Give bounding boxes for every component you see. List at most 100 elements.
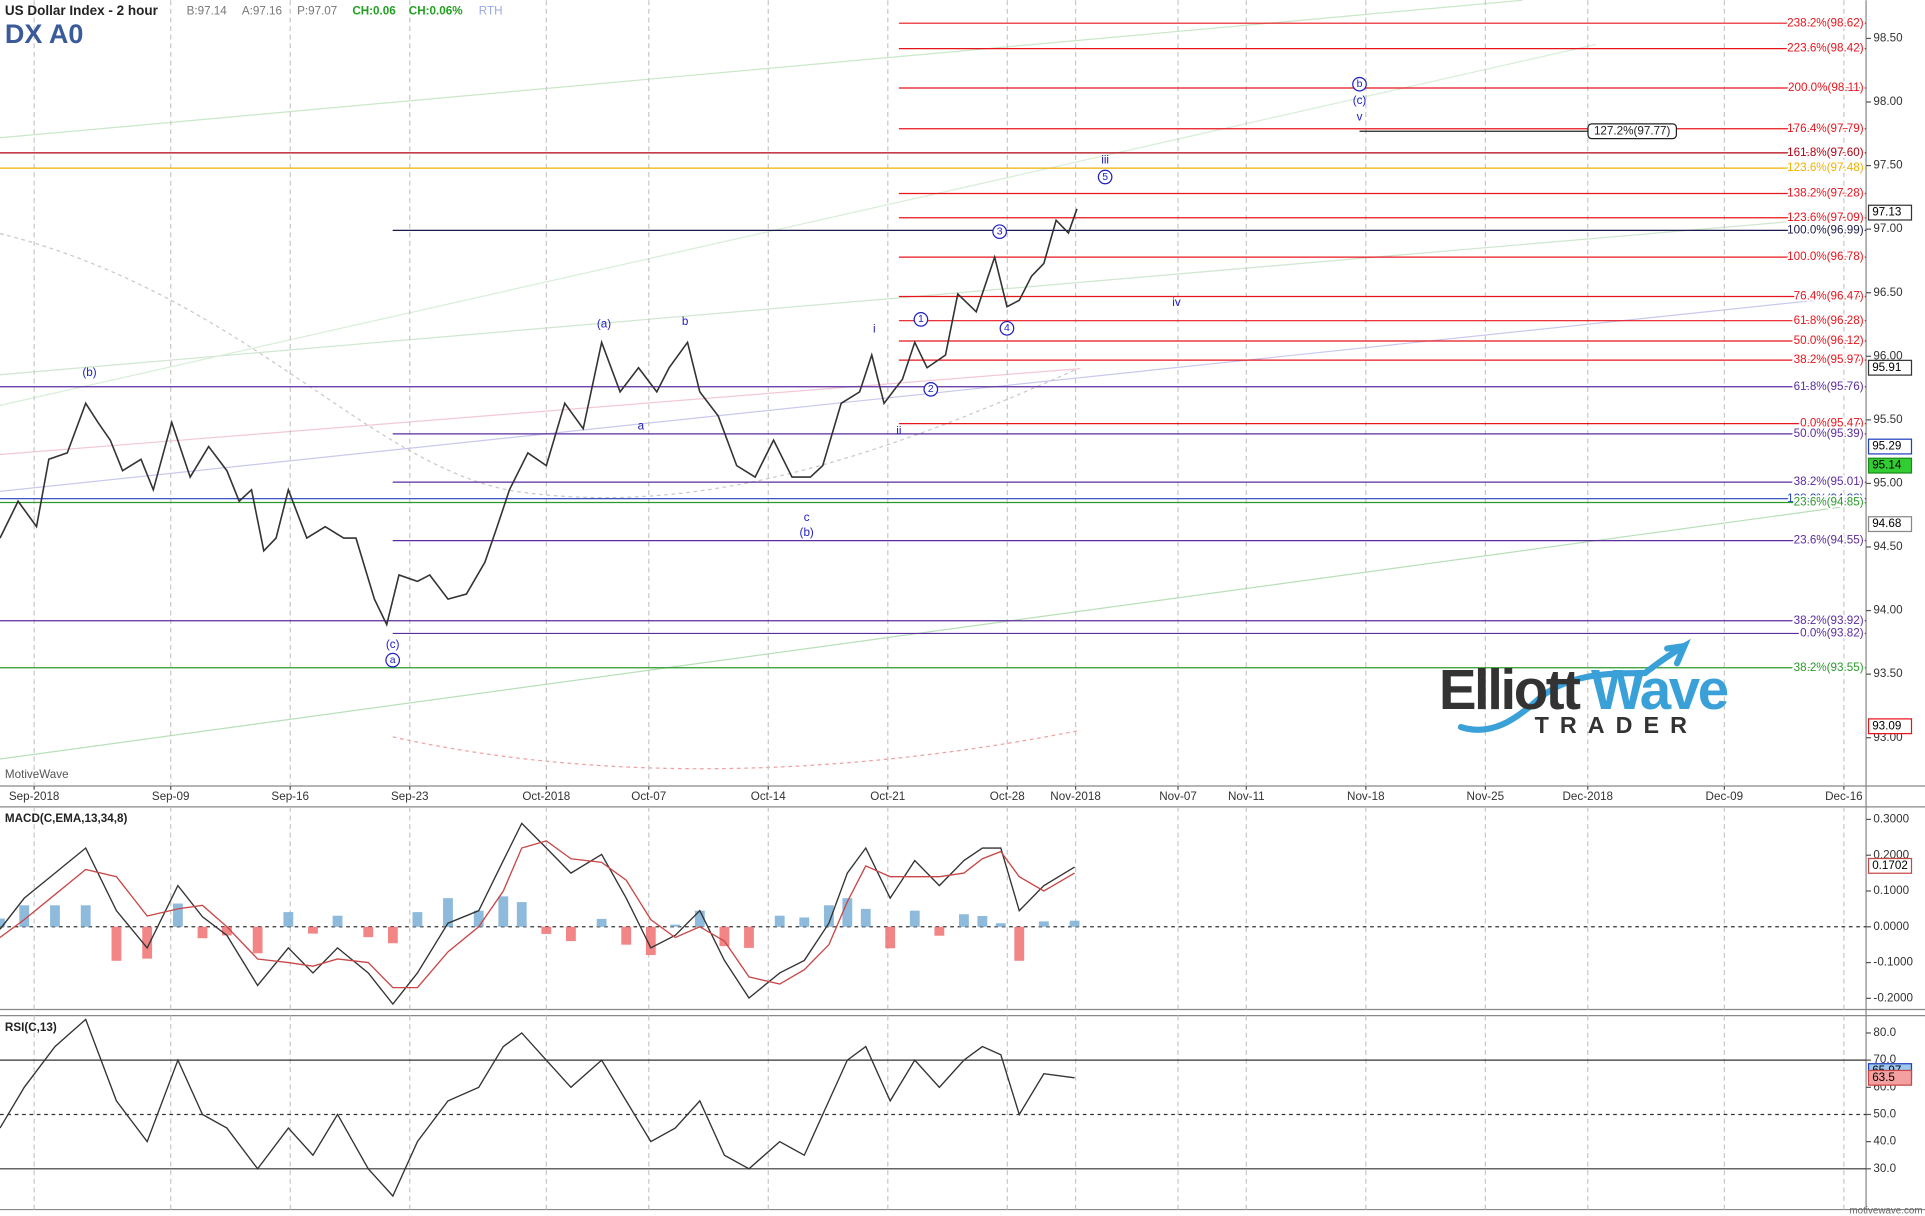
logo-subtext: TRADER: [1535, 712, 1698, 738]
fib-level-label: 50.0%(96.12): [1794, 334, 1864, 347]
histogram-bar: [959, 914, 969, 927]
histogram-bar: [473, 910, 484, 927]
wave-circle: [913, 312, 929, 327]
histogram-bar: [774, 915, 785, 927]
wave-label: b: [1357, 79, 1363, 90]
trend-line: [0, 214, 1867, 376]
wave-label: iv: [1172, 296, 1181, 309]
moving-average: [392, 730, 1079, 770]
x-tick-label: Oct-28: [990, 790, 1025, 803]
wave-label: a: [390, 655, 396, 666]
session: RTH: [479, 4, 503, 17]
change: CH:0.06: [352, 4, 396, 17]
histogram-bar: [50, 905, 60, 927]
logo-text: Wave: [1591, 658, 1728, 721]
y-tick-label: 98.50: [1873, 32, 1903, 45]
fib-level-label: 123.6%(97.09): [1787, 211, 1864, 224]
x-tick-label: Dec-16: [1825, 790, 1863, 803]
wave-label: (b): [800, 526, 814, 539]
histogram-bar: [1038, 921, 1049, 927]
wave-label: b: [682, 315, 688, 328]
y-tick-label: -0.1000: [1873, 956, 1913, 969]
trend-line: [0, 503, 1867, 760]
x-tick-label: Sep-09: [152, 790, 190, 803]
histogram-bar: [252, 926, 263, 954]
wave-label: 1: [918, 314, 924, 325]
price-tag: [1867, 359, 1913, 376]
annotation-label: 127.2%(97.77): [1594, 124, 1671, 137]
y-tick-label: 93.50: [1873, 667, 1903, 680]
fib-level-label: 23.6%(94.55): [1794, 534, 1864, 547]
fib-level-label: 61.8%(95.76): [1794, 380, 1864, 393]
price-tag: [1867, 857, 1913, 874]
histogram-bar: [498, 896, 509, 927]
y-tick-label: 0.1000: [1873, 884, 1909, 897]
fib-level-label: 238.2%(98.62): [1787, 16, 1864, 29]
histogram-bar: [842, 898, 853, 927]
histogram-bar: [995, 923, 1006, 927]
fib-level-label: 100.0%(96.78): [1787, 250, 1864, 263]
histogram-bar: [977, 916, 988, 927]
histogram-bar: [719, 926, 730, 947]
x-tick-label: Nov-2018: [1050, 790, 1101, 803]
histogram-bar: [332, 915, 343, 927]
histogram-bar: [283, 912, 294, 927]
histogram-bar: [308, 926, 318, 934]
y-tick-label: 94.00: [1873, 604, 1903, 617]
fib-level-label: 38.2%(93.92): [1794, 614, 1864, 627]
price-tag-label: 93.09: [1872, 719, 1901, 732]
change-percent: CH:0.06%: [409, 4, 463, 17]
price-line: [0, 208, 1078, 627]
price-tag: [1867, 457, 1913, 474]
fib-level-label: 38.2%(93.55): [1794, 661, 1864, 674]
watermark: MotiveWave: [5, 768, 69, 781]
x-tick-label: Nov-07: [1159, 790, 1197, 803]
histogram-bar: [621, 926, 632, 945]
y-tick-label: 40.0: [1873, 1135, 1896, 1148]
price-tag-label: 94.68: [1872, 517, 1901, 530]
x-tick-label: Nov-25: [1467, 790, 1505, 803]
wave-label: i: [873, 323, 876, 336]
macd-line: [0, 840, 1075, 989]
y-tick-label: 96.50: [1873, 286, 1903, 299]
x-tick-label: Oct-2018: [522, 790, 570, 803]
histogram-bar: [934, 926, 945, 936]
wave-label: 4: [1004, 323, 1010, 334]
x-tick-label: Sep-2018: [9, 790, 60, 803]
histogram-bar: [541, 926, 552, 934]
histogram-bar: [197, 926, 208, 939]
y-tick-label: 95.50: [1873, 413, 1903, 426]
x-tick-label: Sep-23: [391, 790, 429, 803]
wave-label: c: [804, 511, 810, 524]
last-price: P:97.07: [297, 4, 337, 17]
header: US Dollar Index - 2 hour B:97.14 A:97.16…: [5, 3, 1923, 1216]
wave-label: (b): [82, 366, 96, 379]
bid: B:97.14: [187, 4, 228, 17]
histogram-bar: [823, 905, 834, 927]
x-tick-label: Oct-21: [870, 790, 905, 803]
histogram-bar: [387, 926, 398, 944]
fib-level-label: 0.0%(93.82): [1800, 627, 1864, 640]
wave-label: (c): [386, 638, 400, 651]
fib-level-label: 61.8%(96.28): [1794, 314, 1864, 327]
x-tick-label: Nov-11: [1228, 790, 1265, 803]
histogram-bar: [0, 918, 5, 927]
y-tick-label: 95.00: [1873, 477, 1903, 490]
price-tag: [1867, 438, 1913, 455]
moving-average: [0, 232, 1079, 499]
y-tick-label: 70.0: [1873, 1053, 1896, 1066]
wave-circle: [1097, 169, 1113, 185]
histogram-bar: [443, 898, 453, 927]
histogram-bar: [142, 926, 153, 959]
fib-level-label: 176.4%(97.79): [1787, 122, 1864, 135]
wave-label: 2: [928, 384, 934, 395]
x-tick-label: Oct-14: [751, 790, 786, 803]
y-tick-label: -0.2000: [1873, 991, 1913, 1004]
y-tick-label: 97.50: [1873, 159, 1903, 172]
fib-level-label: 123.6%(97.48): [1787, 161, 1864, 174]
panel-title: MACD(C,EMA,13,34,8): [5, 812, 128, 825]
wave-label: 3: [997, 226, 1003, 237]
